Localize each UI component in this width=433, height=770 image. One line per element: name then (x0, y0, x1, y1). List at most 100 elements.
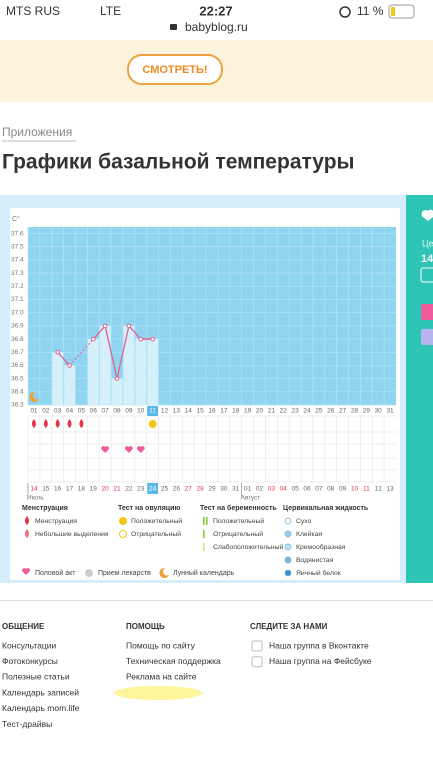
y-tick-label: 37.4 (11, 257, 24, 264)
pill-icon (85, 569, 93, 577)
date-label: 01 (244, 486, 252, 493)
footer-link[interactable]: Помощь по сайту (126, 640, 196, 650)
legend-item: Слабоположительный (213, 543, 283, 551)
legend-item: Яичный белок (296, 569, 341, 577)
side-value: 14 (421, 253, 433, 265)
legend-title: Тест на беременность (200, 504, 277, 512)
today-box (147, 406, 159, 416)
temperature-bar (64, 365, 75, 405)
legend-icon (203, 517, 205, 525)
menstruation-drop (25, 529, 29, 538)
day-label: 23 (291, 408, 299, 415)
rotation-lock (339, 6, 351, 18)
watch-button[interactable] (127, 54, 223, 85)
day-label: 19 (244, 408, 252, 415)
day-label: 20 (256, 408, 264, 415)
legend-extra: Половой акт (35, 569, 76, 577)
unit-label: С° (12, 215, 20, 223)
date-label: 23 (137, 486, 145, 493)
menstruation-drop (67, 419, 72, 428)
temperature-point (67, 363, 72, 368)
day-label: 11 (149, 408, 156, 415)
y-tick-label: 37.1 (11, 296, 24, 303)
date-label: 25 (161, 486, 169, 493)
date-label: 14 (30, 486, 38, 493)
legend-extra: Прием лекарств (98, 570, 151, 577)
date-label: 29 (208, 486, 216, 493)
footer-link[interactable]: Техническая поддержка (126, 656, 221, 666)
day-label: 24 (303, 408, 311, 415)
legend-icon (206, 517, 208, 525)
legend-icon (284, 556, 292, 564)
y-tick-label: 36.4 (11, 389, 24, 396)
side-pink-button[interactable] (421, 304, 433, 320)
temperature-point (114, 376, 120, 381)
menstruation-drop (55, 419, 60, 428)
legend-item: Сухо (296, 518, 312, 525)
url: babyblog.ru (185, 20, 248, 34)
date-label: 28 (197, 486, 205, 493)
footer-divider (0, 600, 433, 601)
date-label: 07 (315, 486, 323, 493)
legend-icon (284, 517, 292, 525)
footer-link[interactable]: Наша группа на Фейсбуке (269, 656, 372, 666)
day-label: 29 (363, 408, 371, 415)
menstruation-drop (25, 516, 29, 525)
legend-extra: Лунный календарь (173, 569, 235, 577)
moon-icon (159, 567, 169, 578)
y-tick-label: 36.9 (11, 323, 24, 330)
side-purple-button[interactable] (421, 329, 433, 345)
social-icon[interactable] (251, 640, 263, 652)
day-label: 14 (185, 408, 193, 415)
heart-icon (22, 568, 30, 575)
side-box[interactable] (420, 267, 433, 283)
day-label: 03 (54, 408, 62, 415)
footer-link[interactable]: Полезные статьи (2, 672, 70, 682)
legend-icon (284, 530, 292, 538)
footer-link[interactable]: Реклама на сайте (126, 672, 197, 682)
footer-link[interactable]: Тест-драйвы (2, 719, 52, 729)
footer-link[interactable]: Наша группа в Вконтакте (269, 640, 369, 650)
legend-item: Небольшие выделения (35, 530, 109, 538)
day-label: 01 (30, 408, 38, 415)
date-label: 17 (66, 486, 74, 493)
legend-title: Цервикальная жидкость (283, 505, 369, 512)
date-label: 22 (125, 486, 133, 493)
legend-icon (119, 517, 127, 525)
legend-item: Кремообразная (296, 543, 346, 551)
legend-icon (284, 543, 292, 551)
footer-title: СЛЕДИТЕ ЗА НАМИ (250, 622, 328, 631)
y-tick-label: 37.5 (11, 243, 24, 250)
temperature-point (102, 323, 108, 329)
social-icon[interactable] (251, 656, 263, 668)
day-label: 02 (42, 408, 50, 415)
day-label: 17 (220, 408, 228, 415)
date-label: 26 (173, 486, 181, 493)
footer-link[interactable]: Фотоконкурсы (2, 656, 58, 666)
carrier: MTS RUS (6, 4, 60, 18)
day-label: 04 (66, 408, 74, 415)
current-date-box (147, 483, 159, 494)
temperature-point (126, 323, 132, 329)
y-tick-label: 37.3 (11, 270, 24, 277)
legend-icon (203, 543, 205, 551)
temperature-bar (52, 352, 64, 405)
footer-link[interactable]: Календарь записей (2, 687, 79, 697)
date-label: 03 (268, 486, 276, 493)
temperature-point (150, 336, 155, 342)
gap-connector (69, 338, 94, 366)
ovulation-mark (148, 420, 157, 428)
footer-link[interactable]: Календарь mom.life (2, 703, 80, 713)
month-label: Август (241, 495, 261, 502)
date-label: 16 (54, 486, 62, 493)
footer-link[interactable]: Консультации (2, 640, 57, 650)
day-label: 31 (386, 408, 394, 415)
date-label: 10 (351, 486, 359, 493)
breadcrumb[interactable]: Приложения (2, 125, 72, 139)
y-tick-label: 37.0 (11, 309, 24, 316)
date-label: 13 (386, 486, 394, 493)
heart-icon (136, 446, 145, 453)
legend-item: Положительный (131, 517, 182, 525)
lock-icon (170, 24, 177, 30)
legend-title: Тест на овуляцию (118, 505, 180, 512)
